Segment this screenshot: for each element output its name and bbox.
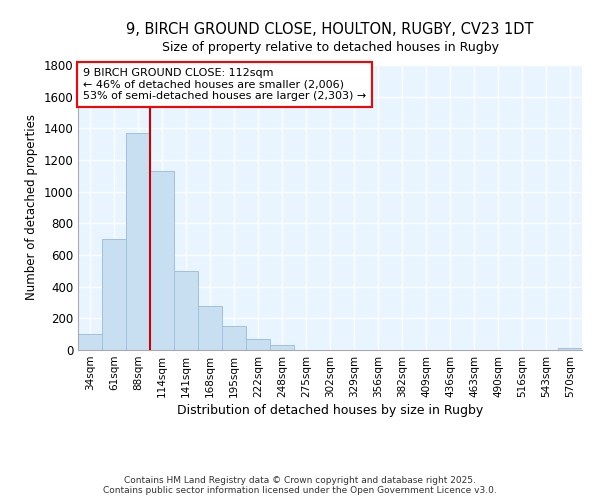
Bar	[270, 346, 294, 350]
Text: 9 BIRCH GROUND CLOSE: 112sqm
← 46% of detached houses are smaller (2,006)
53% of: 9 BIRCH GROUND CLOSE: 112sqm ← 46% of de…	[83, 68, 366, 101]
Bar	[150, 171, 174, 350]
Bar	[198, 306, 222, 350]
Bar	[78, 334, 102, 350]
Bar	[558, 348, 582, 350]
Text: Contains HM Land Registry data © Crown copyright and database right 2025.
Contai: Contains HM Land Registry data © Crown c…	[103, 476, 497, 495]
Bar	[246, 339, 270, 350]
Text: Size of property relative to detached houses in Rugby: Size of property relative to detached ho…	[161, 42, 499, 54]
Bar	[126, 133, 150, 350]
Bar	[102, 239, 126, 350]
Bar	[222, 326, 246, 350]
X-axis label: Distribution of detached houses by size in Rugby: Distribution of detached houses by size …	[177, 404, 483, 417]
Y-axis label: Number of detached properties: Number of detached properties	[25, 114, 38, 300]
Bar	[174, 271, 198, 350]
Text: 9, BIRCH GROUND CLOSE, HOULTON, RUGBY, CV23 1DT: 9, BIRCH GROUND CLOSE, HOULTON, RUGBY, C…	[126, 22, 534, 38]
